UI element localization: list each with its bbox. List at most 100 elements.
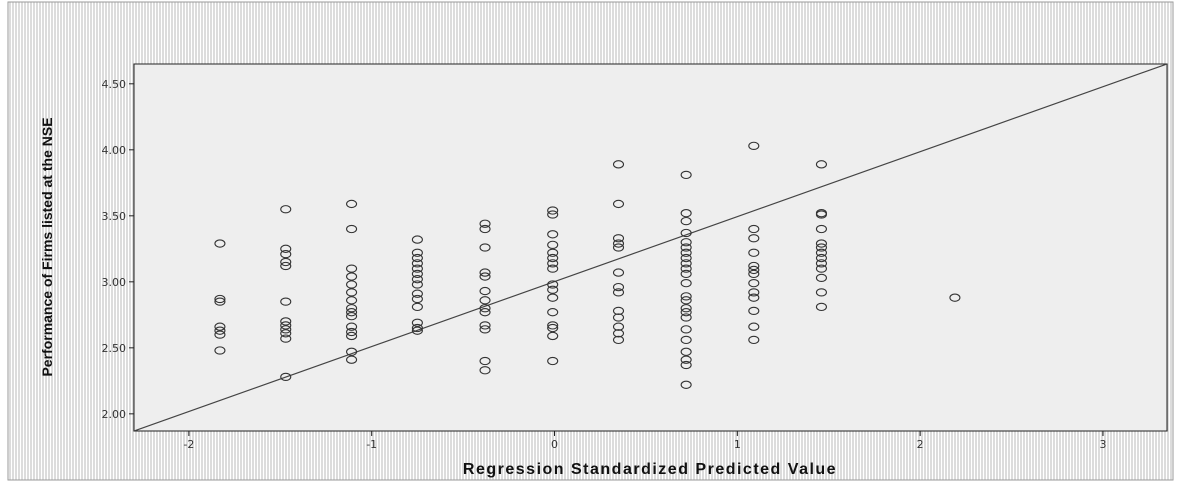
data-point [612,268,625,277]
data-point [346,272,358,281]
data-point [479,321,491,330]
data-point [214,326,226,335]
data-point [411,253,423,263]
data-point [748,293,760,302]
data-point [346,308,358,317]
data-point [680,248,692,257]
data-point [214,297,226,306]
data-point [346,224,358,234]
y-tick-label: 2.00 [102,408,127,421]
data-point [411,302,423,312]
x-tick-label: 0 [551,438,558,451]
data-point [547,264,559,273]
data-point [479,325,491,334]
data-point [411,269,423,279]
data-point [680,209,692,218]
data-point [346,264,358,273]
data-point [612,239,625,248]
data-point [214,294,226,304]
data-point [411,326,423,335]
x-tick-label: 1 [734,438,741,451]
data-point [748,269,760,279]
data-point [411,289,423,298]
data-point [411,280,423,289]
data-point [547,280,559,289]
data-point [748,141,760,150]
data-point [479,308,491,317]
data-point [680,259,692,268]
data-point [748,224,760,234]
data-point [547,206,559,215]
y-tick-label: 3.00 [102,276,127,289]
data-point [612,313,625,322]
data-point [346,288,358,297]
data-point [547,248,559,257]
data-point [547,293,559,302]
data-point [612,160,625,169]
data-point [346,280,358,289]
data-point [815,253,827,263]
data-point [547,321,559,330]
data-point [612,335,625,345]
data-point [680,325,692,334]
data-point [411,259,423,268]
data-point [280,321,292,330]
y-tick-label: 2.50 [102,342,127,355]
data-point [748,322,760,331]
data-point [680,360,692,370]
data-point [214,346,226,355]
data-point [680,313,692,322]
data-point [479,304,491,313]
data-point [280,372,292,382]
data-point [815,264,827,273]
data-point [680,308,692,317]
data-point [612,243,625,252]
y-axis-title: Performance of Firms listed at the NSE [39,117,55,376]
data-point [346,304,358,313]
x-tick-label: -1 [366,438,377,451]
data-point [748,248,760,257]
data-point [280,261,292,271]
y-axis: 2.00 2.50 3.00 3.50 4.00 4.50 [102,78,134,421]
y-tick-label: 4.00 [102,144,127,157]
data-point [411,235,423,244]
data-point [214,322,226,331]
data-point [815,288,827,297]
data-point [680,253,692,263]
data-point [280,257,292,267]
data-point [280,205,292,214]
x-axis-title: Regression Standardized Predicted Value [463,461,837,478]
data-point [612,234,625,243]
data-point [547,285,559,294]
data-point [815,302,827,312]
data-point [680,228,692,238]
data-point [680,269,692,279]
data-point [815,210,827,219]
data-point [815,259,827,268]
data-point [680,380,692,389]
data-point [346,331,358,341]
data-point [346,311,358,321]
data-point [479,243,491,252]
data-point [612,322,625,331]
data-point [547,210,559,219]
data-point [815,243,827,252]
data-point [214,239,226,248]
data-point [612,306,625,316]
data-point [479,272,491,281]
y-tick-label: 3.50 [102,210,127,223]
data-point [748,278,760,288]
data-point [346,322,358,331]
data-point [547,230,559,239]
data-point [612,282,625,292]
data-point [479,296,491,305]
y-tick-label: 4.50 [102,78,127,91]
data-point [346,199,358,209]
data-point [346,347,358,356]
data-point [748,288,760,297]
data-point [815,239,827,248]
data-point [479,219,491,228]
data-point [547,331,559,341]
data-point [680,304,692,313]
data-point [680,296,692,305]
